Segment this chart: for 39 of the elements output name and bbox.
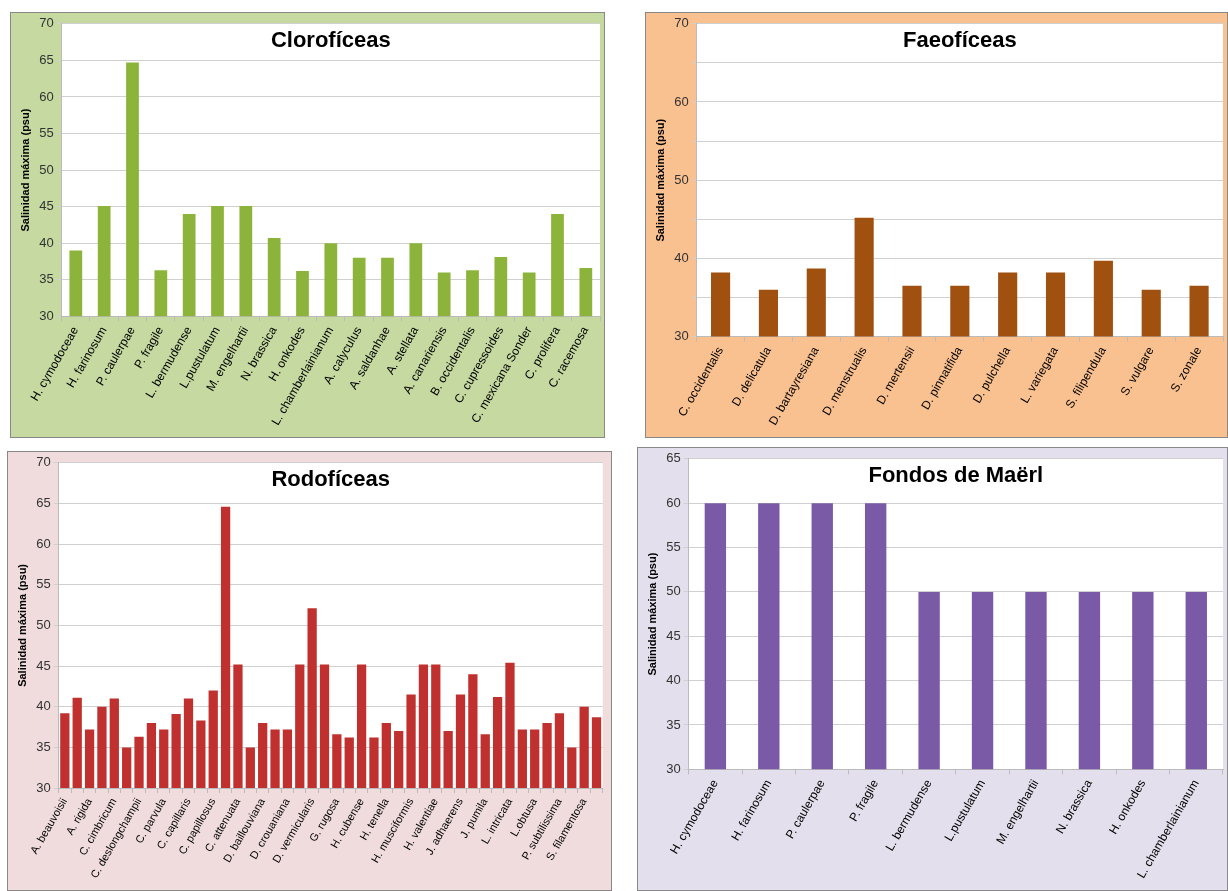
y-tick-label: 35 <box>666 716 681 732</box>
y-tick-label: 70 <box>36 454 51 470</box>
y-tick-label: 40 <box>666 672 681 688</box>
y-tick-label: 50 <box>39 161 54 177</box>
y-axis-title: Salinidad máxima (psu) <box>18 108 31 232</box>
y-tick-label: 40 <box>36 698 51 714</box>
y-tick-label: 50 <box>674 171 689 187</box>
y-tick-label: 45 <box>666 627 681 643</box>
y-axis-title: Salinidad máxima (psu) <box>15 563 28 687</box>
y-tick-label: 60 <box>666 494 681 510</box>
y-tick-label: 30 <box>666 760 681 776</box>
y-tick-label: 30 <box>36 779 51 795</box>
y-tick-label: 30 <box>39 307 54 323</box>
y-axis-title: Salinidad máxima (psu) <box>653 118 666 242</box>
y-tick-label: 35 <box>36 738 51 754</box>
y-tick-label: 70 <box>674 15 689 31</box>
y-tick-label: 55 <box>36 576 51 592</box>
y-tick-label: 30 <box>674 328 689 344</box>
y-tick-label: 70 <box>39 15 54 31</box>
y-tick-label: 65 <box>39 51 54 67</box>
y-tick-label: 55 <box>39 125 54 141</box>
y-axis-title: Salinidad máxima (psu) <box>645 552 658 676</box>
y-tick-label: 45 <box>39 198 54 214</box>
y-tick-label: 60 <box>674 93 689 109</box>
y-tick-label: 40 <box>674 249 689 265</box>
y-tick-label: 60 <box>36 535 51 551</box>
chart-title: Fondos de Maërl <box>868 461 1044 487</box>
chart-title: Clorofíceas <box>270 26 391 52</box>
y-tick-label: 65 <box>666 450 681 466</box>
chart-title: Rodofíceas <box>271 465 390 491</box>
y-tick-label: 50 <box>36 616 51 632</box>
y-tick-label: 35 <box>39 271 54 287</box>
y-tick-label: 40 <box>39 234 54 250</box>
y-tick-label: 55 <box>666 539 681 555</box>
y-tick-label: 65 <box>36 495 51 511</box>
chart-title: Faeofíceas <box>902 26 1017 52</box>
y-tick-label: 45 <box>36 657 51 673</box>
y-tick-label: 60 <box>39 88 54 104</box>
y-tick-label: 50 <box>666 583 681 599</box>
